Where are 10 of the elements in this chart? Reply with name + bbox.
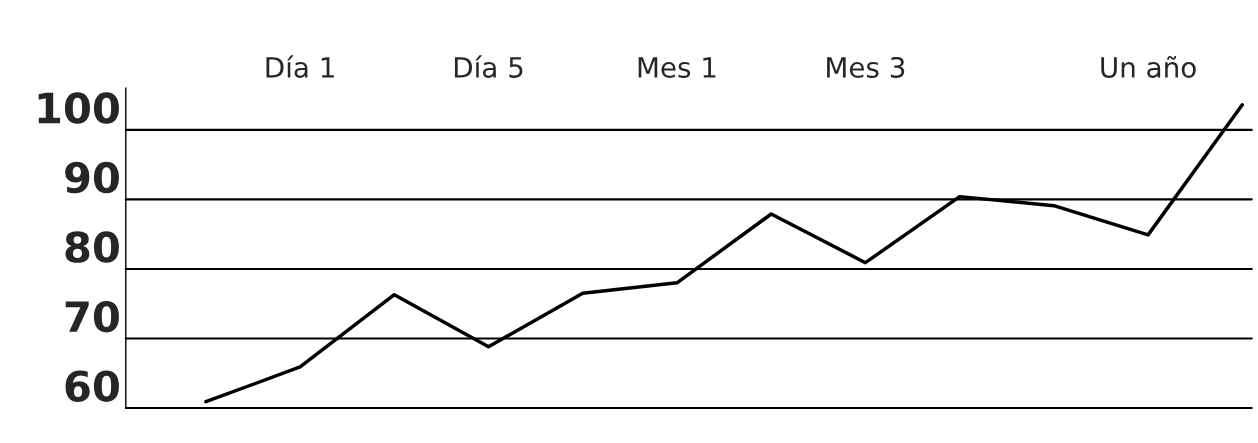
x-tick-label: Mes 1 [638, 57, 716, 78]
y-tick-label: 70 [65, 300, 119, 333]
x-tick-label: Un año [1101, 55, 1196, 78]
y-tick-label: 60 [65, 370, 119, 402]
x-tick-label: Mes 3 [827, 56, 905, 78]
y-tick-label: 80 [65, 231, 119, 263]
x-tick-label: Día 1 [266, 55, 334, 78]
y-tick-label: 90 [65, 161, 119, 194]
y-tick-label: 100 [38, 92, 119, 124]
x-tick-label: Día 5 [454, 55, 523, 78]
